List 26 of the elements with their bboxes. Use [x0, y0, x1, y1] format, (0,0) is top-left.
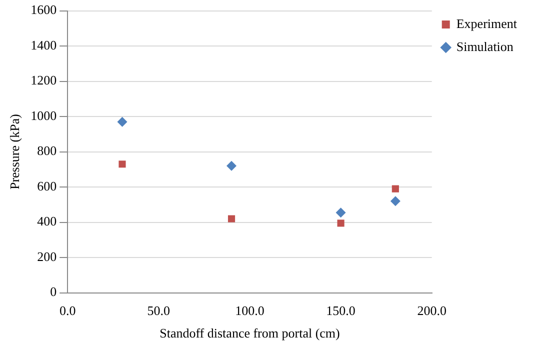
x-tick-label: 200.0: [417, 303, 446, 318]
point: [228, 215, 236, 222]
x-tick-label: 100.0: [235, 303, 264, 318]
x-tick-label: 0.0: [59, 303, 76, 318]
y-tick-label: 1400: [30, 37, 57, 52]
x-tick-label: 150.0: [326, 303, 356, 318]
y-tick-label: 1200: [30, 72, 57, 88]
x-axis-title: Standoff distance from portal (cm): [160, 326, 340, 341]
y-tick-label: 400: [37, 214, 57, 229]
legend-label: Experiment: [456, 16, 518, 31]
point: [337, 220, 344, 227]
y-tick-label: 1600: [30, 2, 57, 18]
point: [226, 160, 237, 171]
y-tick-label: 0: [50, 284, 57, 300]
legend-label: Simulation: [456, 38, 514, 54]
y-axis-title: Pressure (kPa): [7, 114, 22, 190]
y-tick-label: 600: [37, 178, 57, 194]
point: [390, 196, 400, 206]
y-tick-label: 1000: [30, 108, 57, 123]
point: [118, 160, 126, 168]
x-tick-label: 50.0: [147, 303, 170, 318]
point: [392, 185, 399, 192]
point: [117, 116, 128, 127]
point: [336, 208, 346, 218]
y-tick-label: 200: [37, 248, 57, 264]
y-tick-label: 800: [37, 143, 57, 158]
